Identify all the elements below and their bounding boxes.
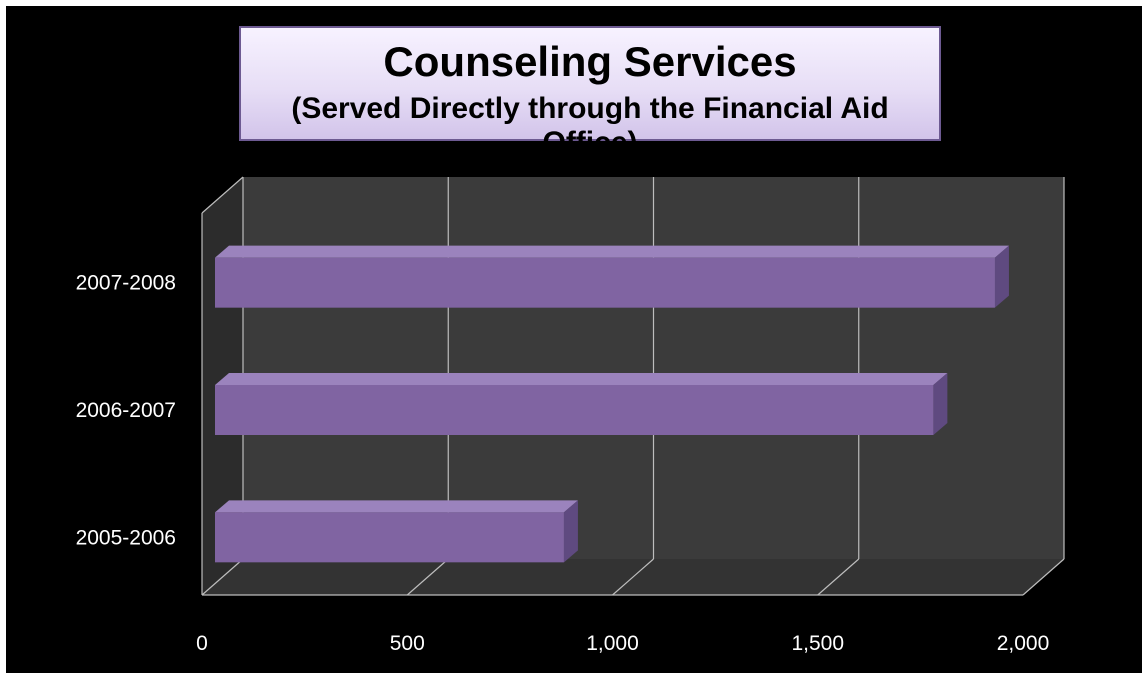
- bar-top: [215, 373, 948, 385]
- gridline-floor: [1022, 558, 1065, 596]
- gridline-floor: [201, 558, 244, 596]
- bar: [215, 385, 934, 435]
- bar: [215, 257, 995, 308]
- x-tick-label: 0: [196, 632, 208, 655]
- gridline-floor: [817, 558, 860, 596]
- bar-side: [563, 500, 578, 563]
- bar-top: [215, 500, 578, 513]
- gridline-floor: [612, 558, 654, 596]
- bar-chart: 2005-2006 2006-2007 2007-2008 0 500 1,000 1,50…: [76, 176, 1065, 655]
- bar-side: [994, 245, 1009, 308]
- chart-frame: Counseling Services (Served Directly thr…: [6, 6, 1142, 673]
- bar-top: [215, 245, 1009, 258]
- y-tick-label: 2007-2008: [76, 272, 176, 295]
- bar: [215, 512, 564, 563]
- x-tick-label: 2,000: [997, 632, 1050, 655]
- chart-title: Counseling Services: [383, 38, 797, 85]
- x-tick-label: 500: [390, 632, 425, 655]
- x-tick-label: 1,500: [791, 632, 844, 655]
- y-tick-label: 2005-2006: [76, 526, 176, 549]
- chart-subtitle: (Served Directly through the Financial A…: [291, 92, 889, 159]
- chart-title-box: Counseling Services (Served Directly thr…: [239, 26, 941, 159]
- bar-side: [933, 373, 948, 435]
- y-tick-label: 2006-2007: [76, 399, 176, 422]
- x-tick-label: 1,000: [586, 632, 639, 655]
- gridline-floor: [406, 558, 449, 596]
- wall-edge: [201, 176, 244, 214]
